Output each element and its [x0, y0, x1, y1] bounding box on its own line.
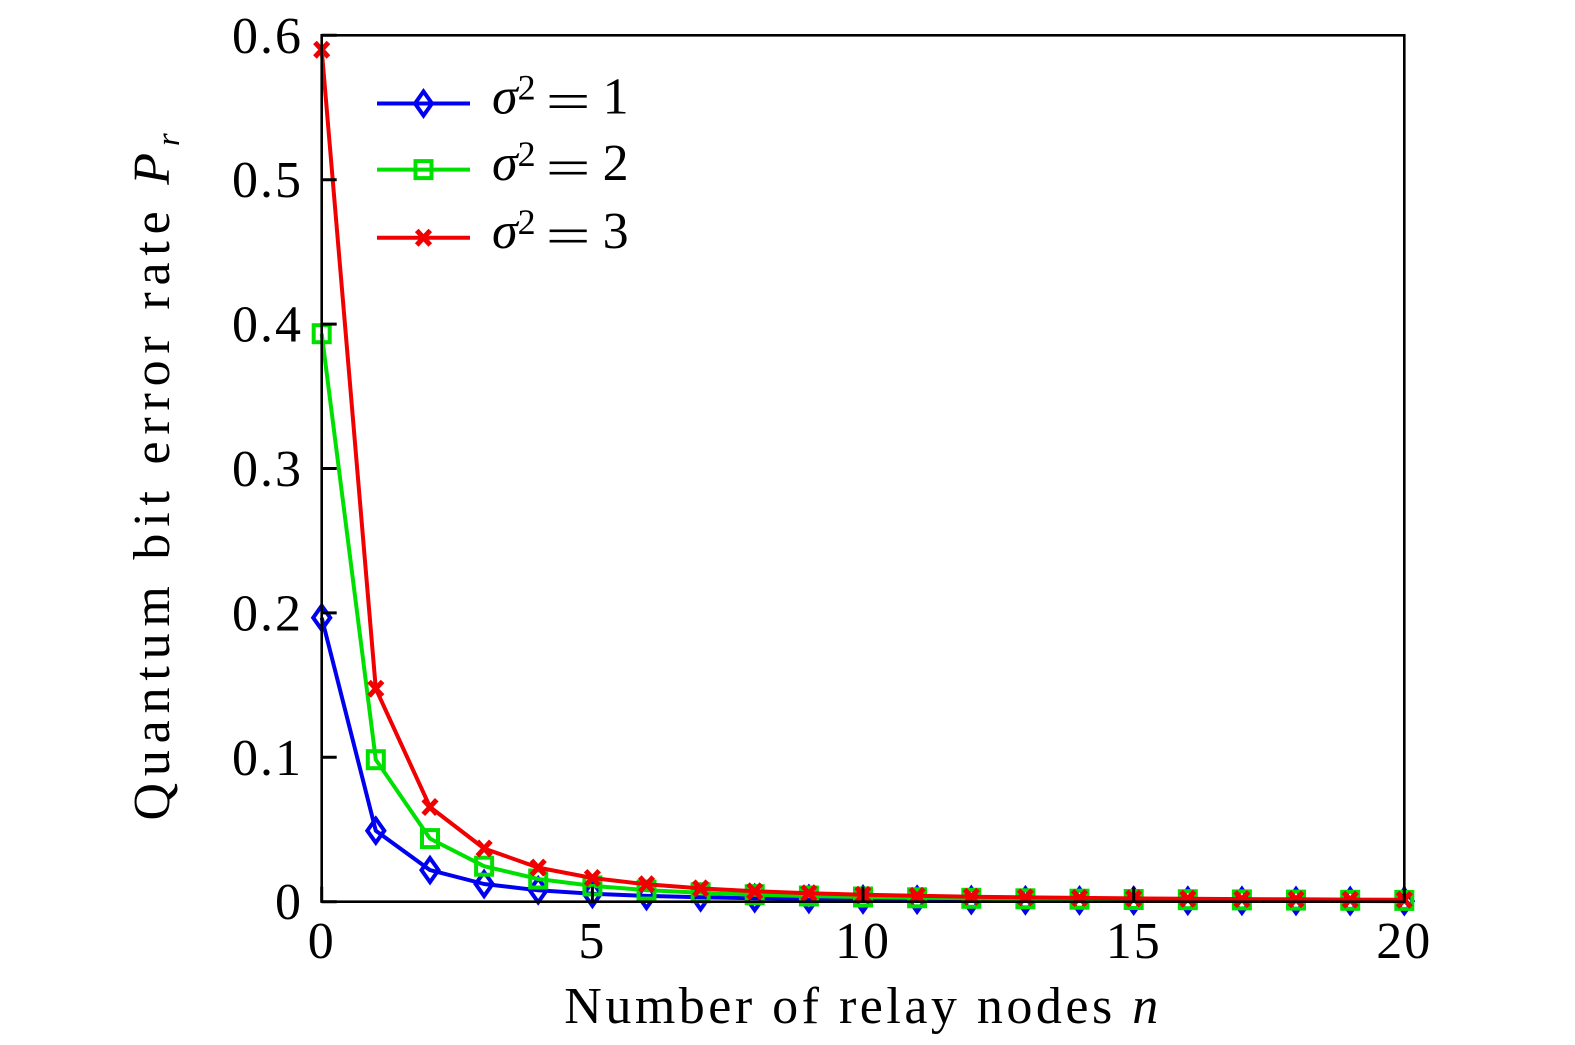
svg-text:0: 0	[275, 874, 303, 931]
svg-text:20: 20	[1376, 913, 1432, 970]
svg-text:0.5: 0.5	[232, 152, 303, 209]
svg-text:Quantum bit error rate Pr: Quantum bit error rate Pr	[124, 126, 187, 820]
svg-text:5: 5	[578, 913, 606, 970]
svg-text:0.6: 0.6	[232, 8, 303, 65]
svg-text:15: 15	[1106, 913, 1162, 970]
svg-text:0.4: 0.4	[232, 297, 303, 354]
svg-text:σ2=1: σ2 = 1	[492, 68, 629, 132]
svg-text:10: 10	[835, 913, 891, 970]
svg-text:0.1: 0.1	[232, 730, 303, 787]
svg-text:0: 0	[308, 913, 336, 970]
svg-text:σ2=3: σ2 = 3	[492, 202, 629, 266]
svg-text:0.3: 0.3	[232, 441, 303, 498]
svg-text:0.2: 0.2	[232, 585, 303, 642]
svg-text:σ2=2: σ2 = 2	[492, 134, 629, 198]
svg-text:Number of relay nodes n: Number of relay nodes n	[564, 978, 1161, 1035]
